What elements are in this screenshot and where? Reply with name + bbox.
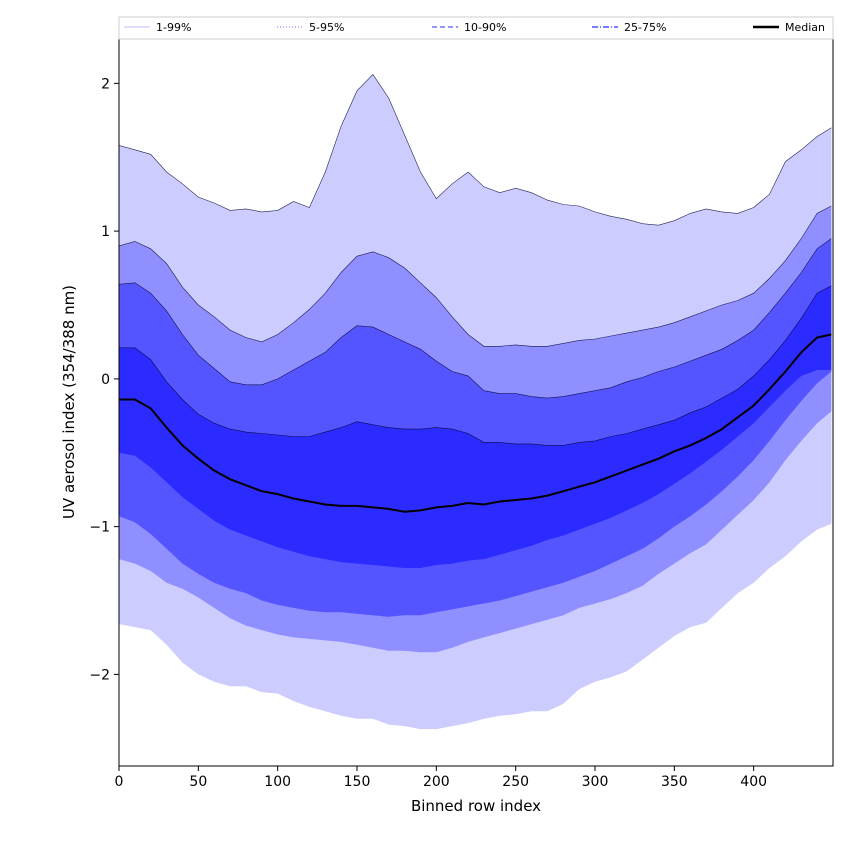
x-tick-label: 250 (502, 774, 529, 790)
legend-label: 1-99% (156, 21, 191, 34)
x-axis-ticks: 0 50 100 150 200 250 300 350 400 (115, 766, 767, 790)
x-tick-label: 300 (582, 774, 609, 790)
legend-label: 10-90% (464, 21, 506, 34)
x-tick-label: 100 (264, 774, 291, 790)
x-tick-label: 400 (740, 774, 767, 790)
x-tick-label: 200 (423, 774, 450, 790)
median-layer (119, 333, 832, 513)
y-tick-label: 2 (101, 76, 110, 92)
legend-label: Median (785, 21, 825, 34)
legend-box (118, 16, 834, 40)
band-edge-10-90pct (119, 238, 832, 399)
x-tick-label: 50 (189, 774, 207, 790)
x-tick-label: 150 (344, 774, 371, 790)
y-tick-label: 1 (101, 224, 110, 240)
x-axis-label: Binned row index (411, 797, 541, 815)
y-tick-label: 0 (101, 372, 110, 388)
legend-label: 5-95% (309, 21, 344, 34)
band-edge-25-75pct (119, 285, 832, 446)
band-edge-1-99pct (119, 74, 832, 226)
band-25-75pct (119, 285, 832, 568)
legend: 1-99% 5-95% 10-90% 25-75% Median (118, 16, 834, 40)
median-line (119, 333, 832, 513)
y-axis-label: UV aerosol index (354/388 nm) (60, 285, 78, 519)
y-tick-label: −2 (89, 667, 110, 683)
percentile-bands (119, 74, 832, 730)
band-edge-5-95pct (119, 205, 832, 347)
legend-label: 25-75% (624, 21, 666, 34)
y-tick-label: −1 (89, 520, 110, 536)
y-axis-ticks: −2 −1 0 1 2 (89, 76, 119, 683)
x-tick-label: 0 (115, 774, 124, 790)
x-tick-label: 350 (661, 774, 688, 790)
